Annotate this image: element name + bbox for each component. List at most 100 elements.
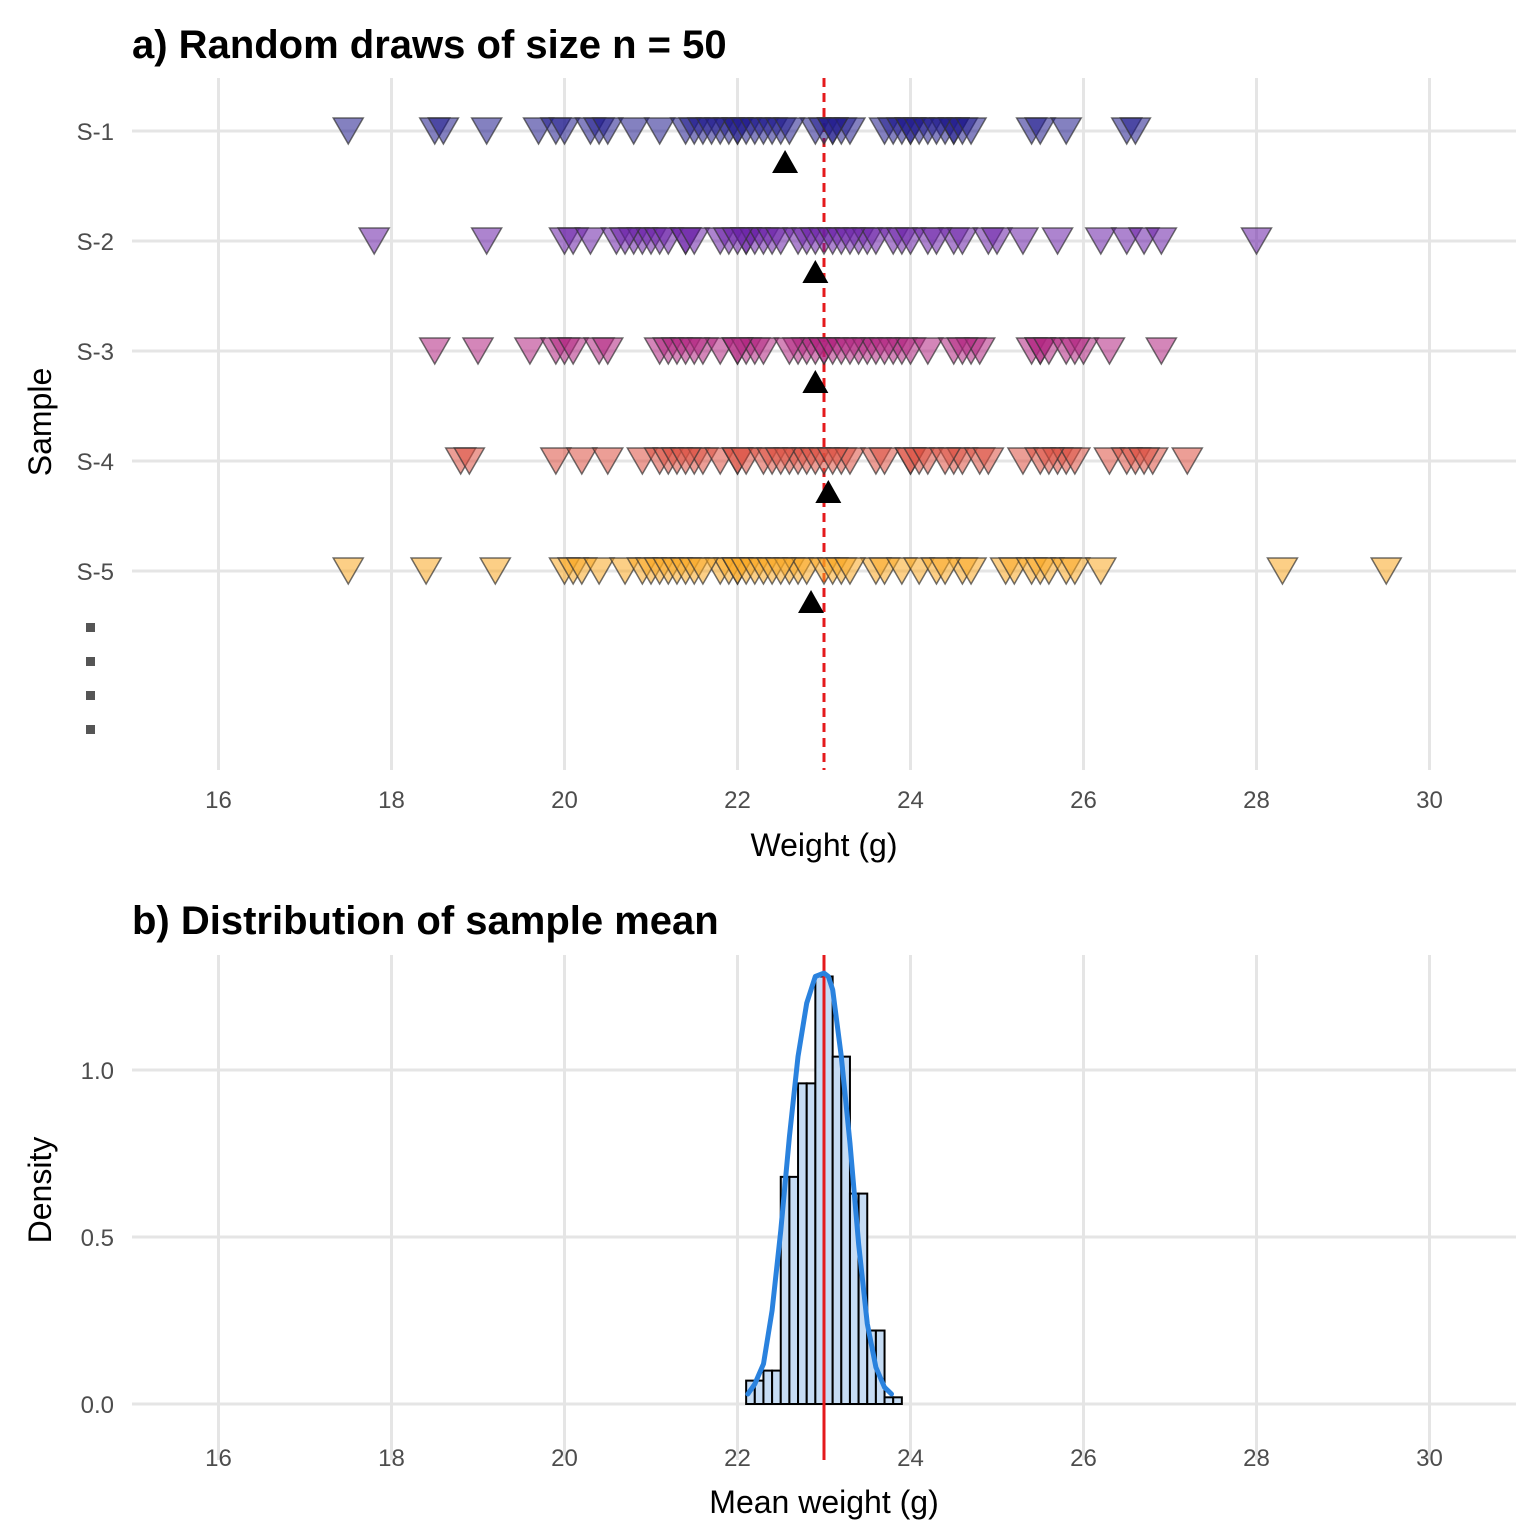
y-tick-label: 0.0 [81,1392,114,1419]
data-point-s-2 [833,227,867,256]
x-tick-label: 20 [551,1445,578,1472]
histogram-bar [805,1082,817,1405]
ellipsis-dot [86,725,95,734]
data-point-s-5 [582,557,616,586]
data-point-s-4 [669,447,702,476]
histogram-bar [892,1396,903,1405]
panel-b: 0.0 0.5 1.0 16 18 20 22 24 26 28 30 b) Distributi… [22,899,1516,1520]
data-point-s-4 [539,447,573,476]
data-point-s-4 [816,447,849,476]
y-tick-label-s-2: S-2 [77,229,114,256]
y-tick-label-s-3: S-3 [77,339,114,366]
data-point-s-2 [677,227,711,256]
data-point-s-3 [418,337,452,366]
x-tick-label: 24 [897,787,924,814]
x-tick-label: 26 [1070,1445,1097,1472]
data-point-s-5 [1084,557,1118,586]
data-point-s-3 [461,337,495,366]
y-tick-label: 0.5 [81,1225,114,1252]
data-point-s-1 [1023,117,1057,146]
data-point-s-3 [833,337,867,366]
panel-a-points [331,117,1403,586]
data-point-s-2 [1084,227,1118,256]
data-point-s-2 [920,227,953,256]
histogram-bar [771,1369,782,1405]
data-point-s-2 [721,227,754,256]
sample-mean-marker-s-4 [815,480,842,503]
data-point-s-3 [1093,337,1126,366]
x-tick-label: 18 [378,1445,405,1472]
ellipsis-dot [86,657,95,666]
data-point-s-4 [1127,447,1161,476]
sample-mean-marker-s-1 [772,150,799,173]
data-point-s-3 [773,337,806,366]
data-point-s-1 [427,117,460,146]
data-point-s-4 [1171,447,1204,476]
panel-a-x-axis-title: Weight (g) [750,827,897,863]
panel-b-y-axis-title: Density [22,1137,58,1244]
x-tick-label: 20 [551,787,578,814]
data-point-s-5 [954,557,988,586]
x-tick-label: 30 [1416,1445,1443,1472]
data-point-s-3 [1058,337,1092,366]
panel-a-title: a) Random draws of size n = 50 [132,23,727,67]
x-tick-label: 30 [1416,787,1443,814]
x-tick-label: 16 [205,1445,232,1472]
data-point-s-1 [954,117,988,146]
data-point-s-1 [816,117,849,146]
data-point-s-3 [556,337,590,366]
data-point-s-3 [677,337,711,366]
x-tick-label: 24 [897,1445,924,1472]
data-point-s-2 [608,227,642,256]
panel-a-means [772,150,842,613]
x-tick-label: 26 [1070,787,1097,814]
x-tick-label: 16 [205,787,232,814]
y-tick-label: 1.0 [81,1058,114,1085]
y-tick-label-s-5: S-5 [77,559,114,586]
data-point-s-5 [479,557,512,586]
data-point-s-4 [1032,447,1066,476]
data-point-s-3 [946,337,979,366]
data-point-s-1 [548,117,581,146]
data-point-s-1 [920,117,953,146]
data-point-s-1 [773,117,806,146]
histogram-bar [831,1055,843,1405]
histogram-bar [788,1175,800,1405]
panel-b-x-axis-title: Mean weight (g) [709,1484,938,1520]
sample-mean-marker-s-5 [798,590,825,613]
data-point-s-3 [513,337,547,366]
data-point-s-4 [972,447,1005,476]
data-point-s-3 [721,337,754,366]
density-curve-line [745,970,894,1397]
data-point-s-1 [591,117,625,146]
panel-b-density-curve [745,970,894,1397]
data-point-s-5 [331,557,365,586]
data-point-s-4 [868,447,901,476]
sample-mean-marker-s-2 [802,260,829,283]
y-tick-label-s-1: S-1 [77,119,114,146]
data-point-s-3 [747,337,780,366]
data-point-s-5 [833,557,867,586]
panel-b-y-tick-labels: 0.0 0.5 1.0 [81,1058,114,1419]
panel-a-x-tick-labels: 16 18 20 22 24 26 28 30 [205,787,1443,814]
x-tick-label: 18 [378,787,405,814]
data-point-s-2 [357,227,391,256]
data-point-s-3 [911,337,945,366]
data-point-s-2 [1006,227,1040,256]
data-point-s-5 [1058,557,1092,586]
data-point-s-5 [1266,557,1299,586]
panel-b-x-tick-labels: 16 18 20 22 24 26 28 30 [205,1445,1443,1472]
data-point-s-5 [686,557,720,586]
histogram-bar [797,1082,808,1405]
data-point-s-3 [1145,337,1178,366]
data-point-s-1 [1119,117,1152,146]
data-point-s-4 [565,447,599,476]
data-point-s-2 [946,227,979,256]
data-point-s-5 [928,557,962,586]
data-point-s-2 [470,227,503,256]
data-point-s-4 [453,447,486,476]
histogram-bar [883,1396,895,1405]
data-point-s-1 [331,117,365,146]
